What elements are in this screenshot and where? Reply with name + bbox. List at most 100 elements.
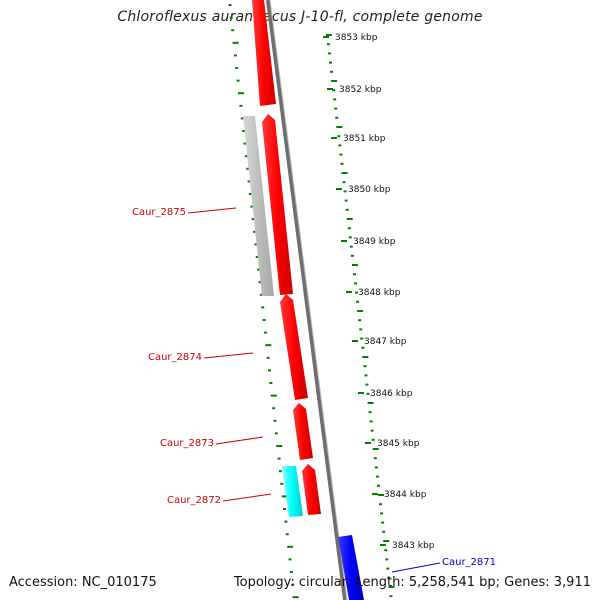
gene-caur-2873-feature[interactable]: [293, 403, 313, 460]
gene-label-caur-2875[interactable]: Caur_2875: [132, 207, 186, 218]
gene-label-caur-2871[interactable]: Caur_2871: [442, 557, 496, 568]
tick-mark: [375, 475, 379, 478]
tick-mark: [372, 448, 379, 450]
tick-mark: [362, 356, 369, 358]
tick-mark: [371, 438, 375, 441]
tick-mark: [340, 162, 344, 165]
tick-mark: [339, 153, 343, 156]
tick-mark: [268, 369, 272, 372]
scale-major-tick: [336, 188, 342, 190]
tick-mark: [361, 346, 365, 349]
tick-mark: [231, 29, 235, 32]
tick-mark: [382, 530, 386, 533]
gene-label-caur-2874[interactable]: Caur_2874: [148, 352, 202, 363]
tick-mark: [387, 576, 391, 579]
tick-mark: [357, 310, 364, 312]
gene-caur-2871-feature[interactable]: [338, 535, 364, 600]
tick-mark: [281, 495, 288, 498]
tick-mark: [233, 54, 237, 57]
tick-mark: [325, 34, 332, 36]
tick-mark: [385, 558, 389, 561]
tick-mark: [251, 218, 255, 221]
tick-mark: [270, 394, 277, 397]
tick-mark: [386, 567, 390, 570]
tick-mark: [258, 281, 262, 284]
scale-label: 3845 kbp: [377, 439, 420, 449]
tick-mark: [262, 319, 266, 321]
scale-major-tick: [358, 392, 364, 394]
tick-mark: [346, 218, 353, 220]
tick-mark: [338, 144, 342, 147]
tick-mark: [363, 365, 367, 368]
scale-major-tick: [346, 291, 352, 293]
tick-mark: [263, 331, 267, 334]
gene-caur-2874-feature[interactable]: [280, 294, 308, 400]
tick-mark: [289, 571, 293, 573]
gene-block-top-red[interactable]: [252, 0, 276, 106]
scale-label: 3847 kbp: [364, 337, 407, 347]
tick-mark: [265, 344, 272, 347]
tick-mark: [247, 180, 251, 183]
gene-label-leader-line: [391, 562, 441, 573]
tick-mark: [276, 445, 283, 447]
gene-red-arrow-2[interactable]: [262, 114, 293, 295]
tick-mark: [326, 43, 330, 46]
gene-caur-2875-feature[interactable]: [243, 116, 274, 296]
gene-label-caur-2873[interactable]: Caur_2873: [160, 438, 214, 449]
tick-mark: [331, 80, 338, 82]
tick-mark: [356, 300, 360, 303]
tick-mark: [374, 466, 378, 469]
tick-mark: [352, 273, 356, 276]
tick-mark: [274, 432, 278, 435]
tick-mark: [381, 521, 385, 524]
scale-major-tick: [365, 442, 371, 444]
tick-mark: [253, 230, 257, 233]
tick-mark: [240, 117, 244, 120]
tick-mark: [328, 61, 332, 64]
tick-mark: [379, 503, 383, 506]
tick-mark: [380, 512, 384, 515]
tick-mark: [342, 181, 346, 184]
tick-mark: [349, 245, 353, 248]
scale-major-tick: [331, 137, 337, 139]
scale-label: 3851 kbp: [343, 134, 386, 144]
tick-mark: [377, 494, 384, 496]
tick-mark: [232, 41, 239, 44]
tick-mark: [284, 520, 288, 523]
tick-mark: [344, 199, 348, 202]
tick-mark: [366, 392, 370, 395]
tick-mark: [246, 167, 250, 170]
tick-mark: [336, 126, 343, 128]
tick-mark: [360, 337, 364, 340]
gene-label-leader-line: [215, 436, 264, 445]
tick-mark: [388, 586, 395, 588]
tick-mark: [337, 135, 341, 138]
gene-caur-2872-feature[interactable]: [282, 466, 303, 517]
tick-mark: [237, 92, 244, 95]
tick-mark: [335, 116, 339, 119]
tick-mark: [235, 67, 239, 69]
tick-mark: [355, 291, 359, 294]
tick-mark: [376, 484, 380, 487]
tick-mark: [373, 457, 377, 460]
gene-red-arrow-small[interactable]: [302, 464, 321, 515]
scale-label: 3848 kbp: [358, 288, 401, 298]
scale-label: 3843 kbp: [392, 541, 435, 551]
scale-major-tick: [323, 36, 329, 38]
tick-mark: [285, 533, 289, 536]
scale-major-tick: [380, 544, 386, 546]
tick-mark: [255, 256, 259, 258]
tick-mark: [228, 4, 232, 6]
scale-major-tick: [341, 240, 347, 242]
tick-mark: [292, 596, 299, 599]
gene-label-caur-2872[interactable]: Caur_2872: [167, 495, 221, 506]
scale-major-tick: [327, 88, 333, 90]
tick-mark: [367, 402, 374, 404]
tick-mark: [350, 254, 354, 257]
tick-mark: [354, 282, 358, 285]
genome-backbone: [266, 0, 347, 600]
tick-mark: [266, 356, 270, 359]
outer-tick-row: [325, 34, 395, 598]
tick-mark: [261, 306, 265, 309]
